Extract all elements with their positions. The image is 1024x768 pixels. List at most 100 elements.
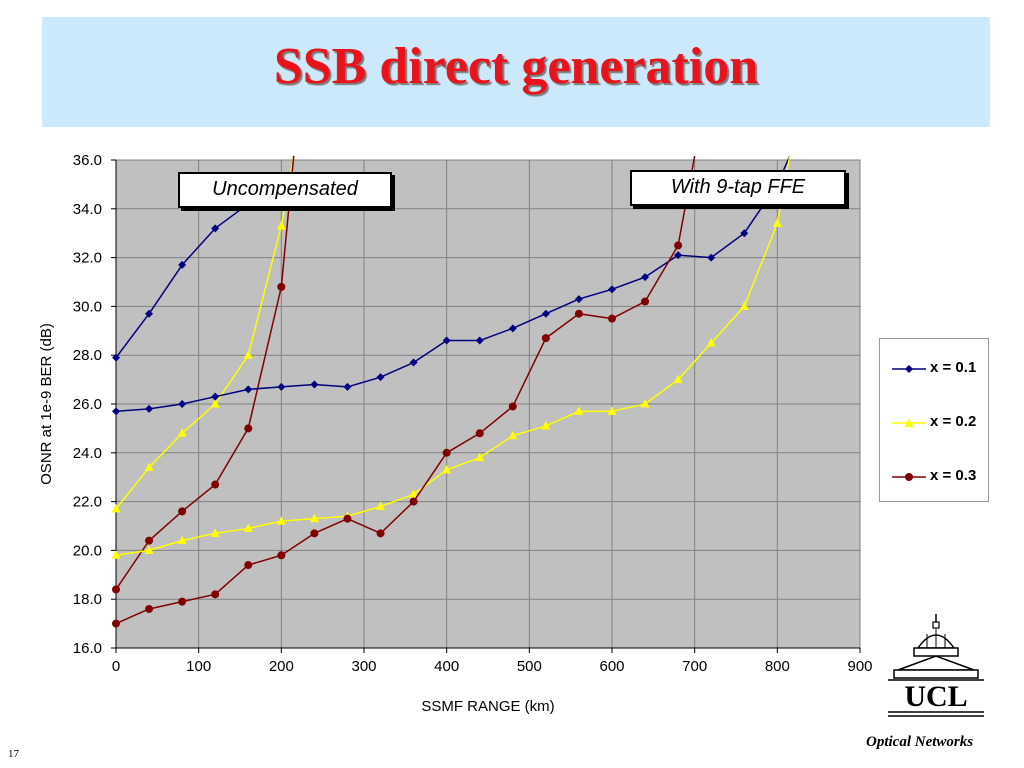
data-point [277, 282, 286, 291]
data-point [442, 464, 452, 474]
axes: 0 100 200 300 400 500 600 700 800 900 16.0 18.0 20.0… [73, 152, 873, 675]
data-point [706, 338, 716, 347]
data-point [541, 420, 551, 430]
data-point [409, 489, 419, 498]
x-tick-label: 900 [847, 658, 872, 675]
data-point [541, 309, 550, 318]
data-point [145, 604, 154, 613]
data-point [111, 550, 121, 559]
x-axis-label: SSMF RANGE (km) [421, 698, 554, 715]
data-series [111, 155, 791, 628]
data-point [772, 218, 782, 227]
annotation-uncompensated: Uncompensated [178, 172, 392, 208]
x-tick-label: 300 [351, 658, 376, 675]
legend-label: x = 0.2 [930, 413, 977, 430]
data-point [112, 407, 120, 416]
y-tick-label: 28.0 [73, 347, 102, 364]
data-point [674, 251, 683, 260]
legend-marker-circle [892, 473, 926, 481]
data-point [475, 429, 484, 438]
data-point [244, 424, 253, 433]
legend-label: x = 0.1 [930, 359, 977, 376]
data-point [376, 373, 385, 382]
legend-label: x = 0.3 [930, 467, 977, 484]
y-tick-label: 20.0 [73, 542, 102, 559]
ucl-logo-text: UCL [904, 680, 967, 713]
y-tick-label: 36.0 [73, 152, 102, 169]
data-point [178, 507, 187, 516]
data-point [211, 224, 220, 233]
data-point [144, 462, 154, 471]
data-point [310, 529, 319, 538]
data-point [210, 399, 220, 408]
slide-title: SSB direct generation [273, 38, 759, 95]
data-point [211, 590, 220, 599]
data-point [475, 336, 484, 345]
data-point [508, 430, 518, 440]
data-point [178, 597, 187, 606]
x-tick-label: 100 [186, 658, 211, 675]
series-line [115, 155, 791, 413]
data-point [145, 404, 154, 413]
data-point [574, 406, 584, 415]
y-axis-label: OSNR at 1e-9 BER (dB) [38, 323, 55, 485]
x-tick-label: 0 [112, 658, 120, 675]
x-tick-label: 200 [269, 658, 294, 675]
x-tick-label: 600 [599, 658, 624, 675]
data-point [442, 336, 451, 345]
data-point [641, 297, 650, 306]
data-point [740, 229, 749, 238]
data-point [244, 561, 253, 570]
data-point [244, 385, 253, 394]
series-x02-uncompensated [111, 155, 295, 513]
data-point [475, 452, 485, 462]
x-tick-label: 500 [517, 658, 542, 675]
data-point [211, 392, 220, 401]
data-point [608, 285, 616, 294]
data-point [277, 382, 286, 391]
data-point [111, 503, 121, 513]
data-point [607, 406, 617, 415]
series-x03-with9tapffe [112, 155, 696, 628]
y-tick-label: 26.0 [73, 396, 102, 413]
data-point [178, 260, 187, 269]
data-point [508, 402, 517, 411]
y-tick-label: 16.0 [73, 640, 102, 657]
ucl-logo: UCL [888, 614, 984, 717]
data-point [177, 535, 187, 545]
data-point [608, 314, 616, 323]
data-point [309, 513, 319, 523]
data-point [343, 382, 352, 391]
data-point [145, 309, 154, 318]
data-point [178, 400, 187, 408]
chart-legend: x = 0.1 x = 0.2 x = 0.3 [879, 338, 989, 502]
data-point [640, 399, 650, 408]
y-tick-label: 30.0 [73, 298, 102, 315]
data-point [277, 551, 286, 560]
y-tick-label: 24.0 [73, 445, 102, 462]
series-x03-uncompensated [112, 155, 295, 594]
data-point [112, 585, 120, 594]
data-point [112, 619, 120, 628]
series-x02-with9tapffe [111, 155, 791, 559]
data-point [409, 358, 418, 367]
y-tick-label: 32.0 [73, 250, 102, 267]
series-x01-with9tapffe [112, 155, 791, 416]
data-point [144, 545, 154, 554]
data-point [343, 514, 352, 523]
annotation-ffe: With 9-tap FFE [630, 170, 846, 206]
title-banner: SSB direct generation [42, 17, 990, 127]
data-point [112, 353, 120, 362]
x-tick-label: 700 [682, 658, 707, 675]
data-point [707, 253, 716, 262]
data-point [409, 497, 418, 506]
data-point [673, 374, 683, 384]
data-point [574, 309, 583, 318]
data-point [541, 334, 550, 343]
data-point [674, 241, 683, 250]
data-point [442, 448, 451, 457]
y-tick-label: 18.0 [73, 591, 102, 608]
data-point [574, 295, 583, 304]
data-point [145, 536, 154, 545]
